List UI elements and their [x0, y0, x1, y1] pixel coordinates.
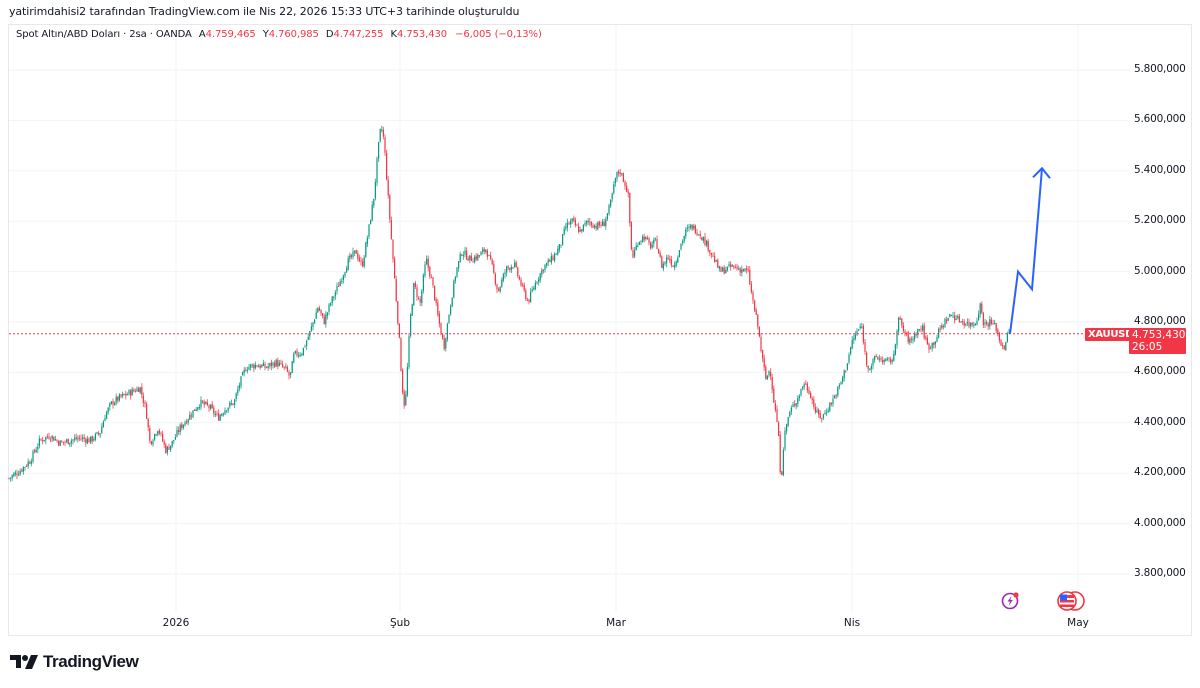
low-value: 4.747,255: [333, 29, 384, 40]
time-axis-tick: Nis: [843, 617, 861, 629]
price-axis-tick: 5.400,000: [1134, 163, 1186, 176]
time-axis-tick: 2026: [162, 617, 190, 629]
open-value: 4.759,465: [205, 29, 256, 40]
price-axis-tick: 4.800,000: [1134, 315, 1186, 327]
chart-frame: [8, 24, 1192, 636]
price-axis-tick: 4.200,000: [1134, 466, 1186, 479]
time-axis-tick: Şub: [390, 617, 410, 629]
last-price-value: 4.753,430: [1132, 329, 1186, 341]
bar-countdown: 26:05: [1132, 341, 1163, 353]
grid-lines: [9, 25, 1130, 612]
candlestick-series: [8, 125, 1010, 482]
change-value: −6,005 (−0,13%): [455, 29, 542, 40]
price-axis-tick: 5.600,000: [1134, 113, 1186, 126]
close-value: 4.753,430: [397, 29, 448, 40]
price-axis-tick: 4.400,000: [1134, 415, 1186, 428]
time-axis-tick: May: [1067, 617, 1089, 629]
symbol-legend[interactable]: Spot Altın/ABD Doları · 2sa · OANDA A4.7…: [16, 29, 542, 40]
tradingview-wordmark: TradingView: [43, 652, 139, 671]
tradingview-logo-icon: [10, 655, 38, 669]
price-axis-tick: 5.200,000: [1134, 214, 1186, 227]
time-axis-tick: Mar: [606, 617, 626, 629]
projection-arrow: [1009, 168, 1043, 334]
us-flag-economic-event-icon[interactable]: [1055, 590, 1087, 612]
projection-arrowhead: [1032, 166, 1051, 179]
tradingview-brand[interactable]: TradingView: [10, 652, 139, 672]
last-price-badge: 4.753,430 26:05: [1129, 328, 1186, 354]
symbol-description: Spot Altın/ABD Doları · 2sa · OANDA: [16, 29, 192, 40]
high-label: Y: [262, 29, 269, 40]
price-axis-tick: 5.800,000: [1134, 63, 1186, 75]
open-label: A: [198, 29, 206, 40]
price-axis-tick: 3.800,000: [1134, 567, 1186, 579]
price-axis-tick: 4.600,000: [1134, 365, 1186, 378]
chart-attribution: yatirimdahisi2 tarafından TradingView.co…: [9, 5, 520, 18]
symbol-price-label: XAUUSD: [1085, 328, 1137, 341]
price-axis-tick: 4.000,000: [1134, 516, 1186, 529]
high-value: 4.760,985: [268, 29, 319, 40]
price-axis-tick: 5.000,000: [1134, 264, 1186, 277]
lightning-event-icon[interactable]: [1001, 591, 1021, 611]
close-label: K: [390, 29, 398, 40]
low-label: D: [325, 29, 334, 40]
